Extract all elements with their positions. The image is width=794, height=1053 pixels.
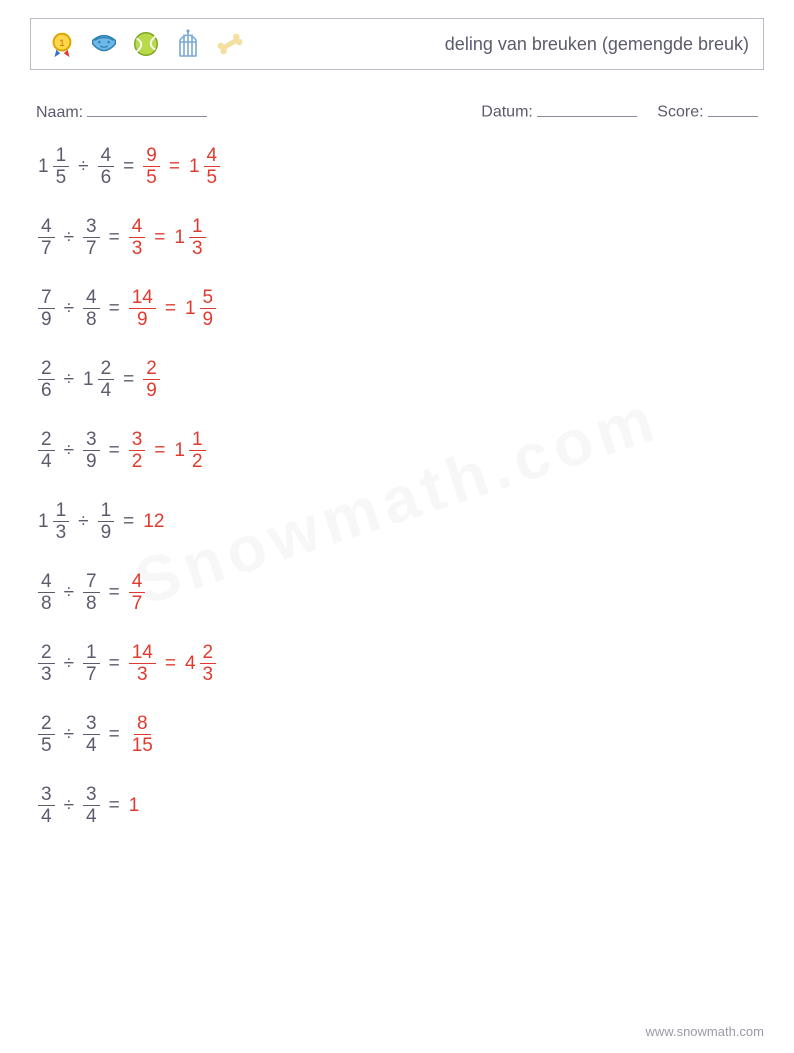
problem-row: 25÷34=815: [36, 714, 764, 755]
header-icons: 1: [45, 27, 247, 61]
problem-row: 23÷17=143=423: [36, 643, 764, 684]
score-blank[interactable]: [708, 98, 758, 117]
problem-row: 47÷37=43=113: [36, 217, 764, 258]
svg-text:1: 1: [59, 38, 64, 48]
tennis-ball-icon: [129, 27, 163, 61]
problem-row: 113÷19=12: [36, 501, 764, 542]
info-row: Naam: Datum: Score:: [36, 98, 758, 122]
worksheet-title: deling van breuken (gemengde breuk): [257, 34, 749, 55]
problems-list: 115÷46=95=145 47÷37=43=113 79÷48=149=159 26…: [36, 146, 764, 826]
date-label: Datum:: [481, 104, 533, 121]
medal-icon: 1: [45, 27, 79, 61]
score-label: Score:: [657, 104, 703, 121]
problem-row: 48÷78=47: [36, 572, 764, 613]
name-label: Naam:: [36, 104, 83, 122]
problem-row: 115÷46=95=145: [36, 146, 764, 187]
worksheet-header: 1 deling van breuken (gemengde breuk): [30, 18, 764, 70]
date-blank[interactable]: [537, 98, 637, 117]
problem-row: 34÷34=1: [36, 785, 764, 826]
problem-row: 79÷48=149=159: [36, 288, 764, 329]
problem-row: 24÷39=32=112: [36, 430, 764, 471]
bone-icon: [213, 27, 247, 61]
problem-row: 26÷124=29: [36, 359, 764, 400]
footer-link: www.snowmath.com: [646, 1024, 764, 1039]
birdcage-icon: [171, 27, 205, 61]
bowl-icon: [87, 27, 121, 61]
name-blank[interactable]: [87, 98, 207, 117]
